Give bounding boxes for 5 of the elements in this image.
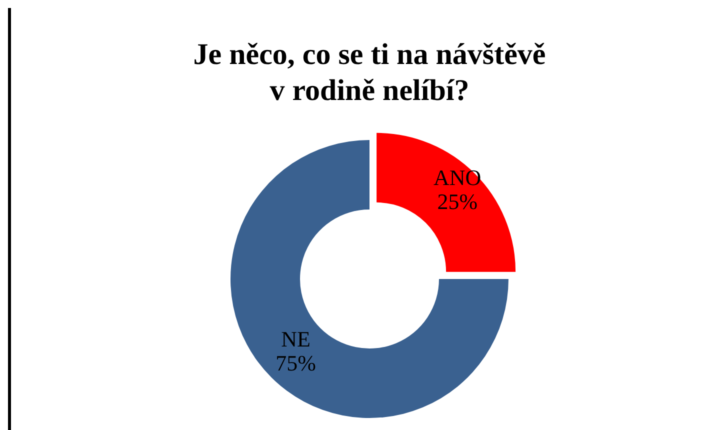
slice-label: NE	[281, 326, 310, 352]
chart-title: Je něco, co se ti na návštěvě v rodině nelíbí?	[193, 38, 546, 107]
slice-label: ANO	[434, 164, 482, 190]
data-label: 75%	[276, 350, 316, 376]
data-label: 25%	[437, 188, 478, 214]
